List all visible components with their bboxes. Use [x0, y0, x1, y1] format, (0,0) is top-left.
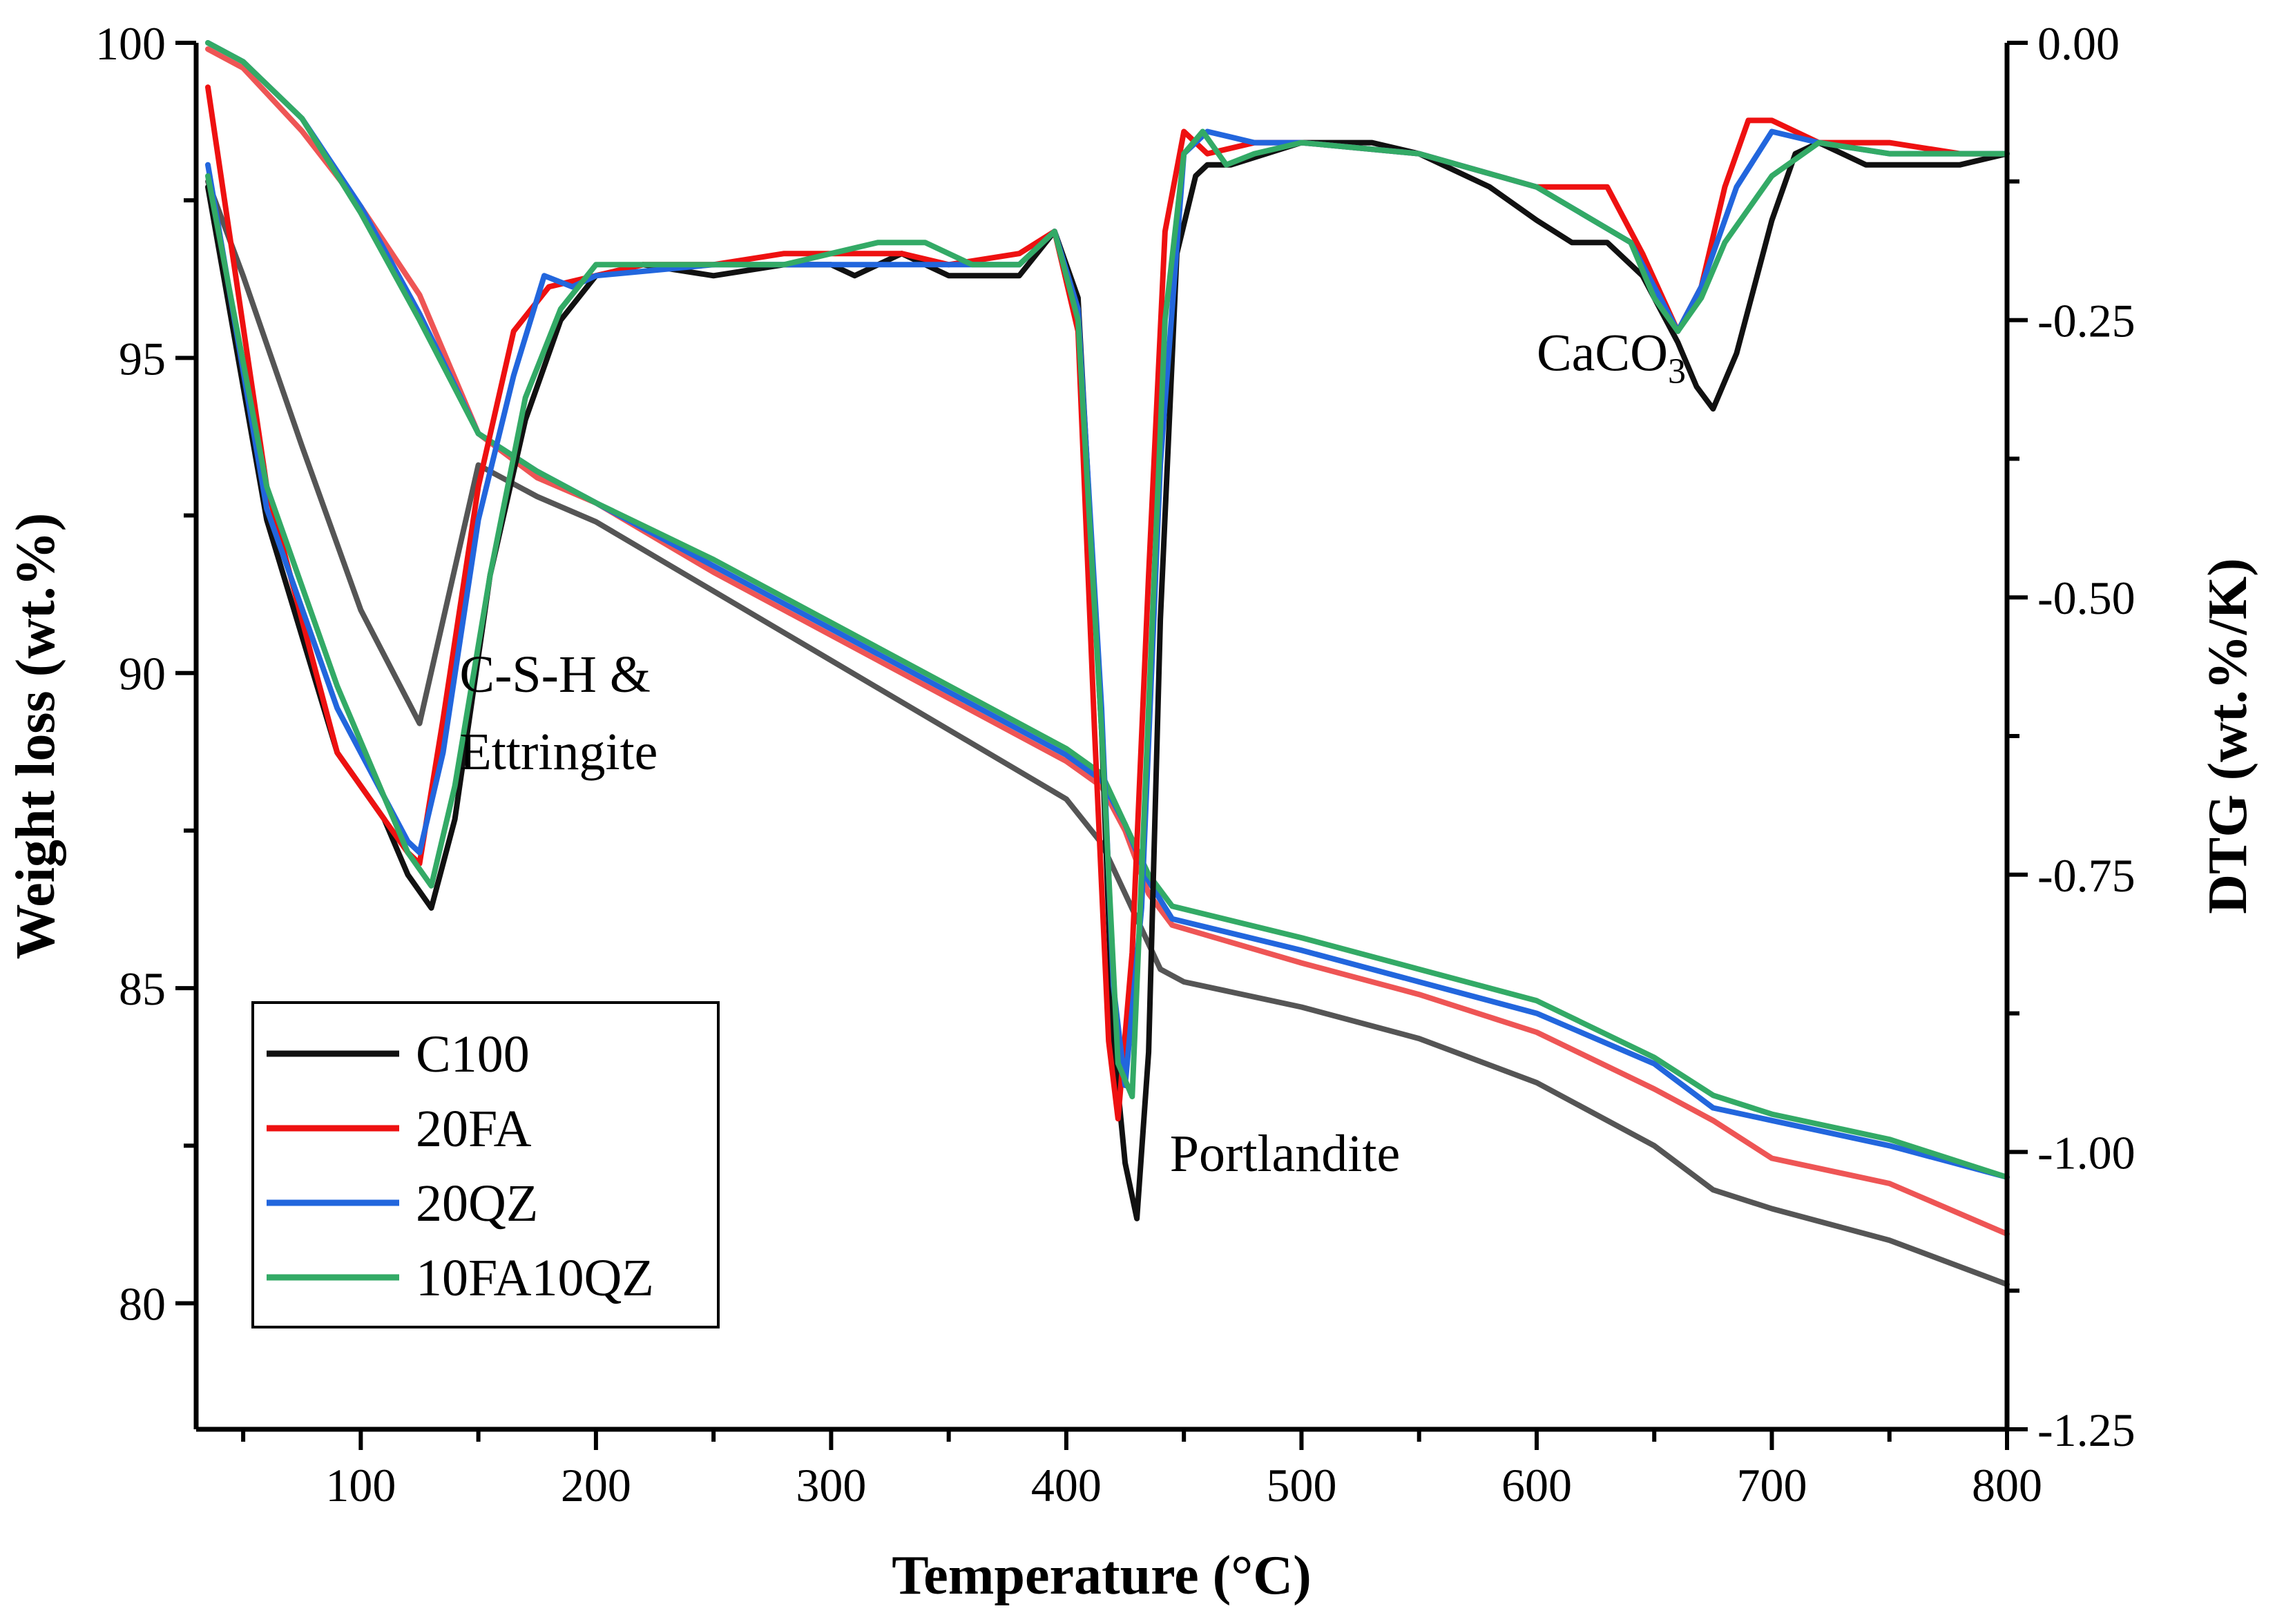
- legend: C100 20FA 20QZ 10FA10QZ: [251, 1001, 720, 1328]
- legend-label-10fa10qz: 10FA10QZ: [416, 1249, 654, 1307]
- x-tick-label-100: 100: [325, 1459, 396, 1511]
- y2-tick-label-0-75: -0.75: [2037, 849, 2135, 902]
- dtg-series-group: [205, 84, 2010, 1221]
- legend-label-20fa: 20FA: [416, 1100, 532, 1158]
- x-tick-label-300: 300: [796, 1459, 866, 1511]
- series-line-tg-20fa: [205, 46, 2010, 1237]
- series-line-dtg-10fa10qz: [205, 128, 2010, 1100]
- legend-label-c100: C100: [416, 1025, 530, 1083]
- y2-axis-title: DTG (wt.%/K): [2198, 558, 2258, 914]
- series-line-tg-20qz: [205, 40, 2010, 1180]
- annotation-csh-line-0: C-S-H &: [459, 646, 651, 704]
- y2-tick-label-0-00: 0.00: [2037, 17, 2120, 70]
- annotation-caco3-subscript: 3: [1668, 352, 1686, 392]
- y2-tick-label-0-50: -0.50: [2037, 572, 2135, 624]
- y-tick-label-80: 80: [119, 1277, 166, 1330]
- y-tick-label-85: 85: [119, 963, 166, 1015]
- annotation-csh: C-S-H & Ettringite: [459, 646, 657, 781]
- annotation-caco3: CaCO3: [1537, 325, 1686, 392]
- x-tick-label-700: 700: [1736, 1459, 1807, 1511]
- y2-tick-label-1-00: -1.00: [2037, 1126, 2135, 1179]
- tg-series-group: [205, 40, 2010, 1288]
- annotation-csh-line-1: Ettringite: [459, 723, 657, 781]
- x-axis-title: Temperature (°C): [892, 1545, 1311, 1606]
- y-tick-label-90: 90: [119, 648, 166, 700]
- ticks-group: 100 200 300 400 500 600 700 800 80 85 90 95 100 -1.25…: [95, 17, 2135, 1511]
- annotation-caco3-text: CaCO: [1537, 325, 1668, 383]
- y2-tick-label-1-25: -1.25: [2037, 1404, 2135, 1456]
- y-tick-label-100: 100: [95, 17, 166, 70]
- annotations-group: C-S-H & Ettringite Portlandite CaCO3: [459, 325, 1686, 1183]
- x-tick-label-600: 600: [1501, 1459, 1572, 1511]
- y-tick-label-95: 95: [119, 332, 166, 385]
- x-tick-label-400: 400: [1031, 1459, 1102, 1511]
- x-tick-label-800: 800: [1972, 1459, 2042, 1511]
- y2-tick-label-0-25: -0.25: [2037, 295, 2135, 347]
- x-tick-label-500: 500: [1266, 1459, 1336, 1511]
- series-line-dtg-c100: [205, 139, 2010, 1221]
- y-axis-title: Weight loss (wt.%): [6, 513, 66, 960]
- x-tick-label-200: 200: [561, 1459, 631, 1511]
- annotation-portlandite-line-0: Portlandite: [1170, 1125, 1401, 1183]
- legend-label-20qz: 20QZ: [416, 1174, 538, 1232]
- annotation-portlandite: Portlandite: [1170, 1125, 1401, 1183]
- series-line-tg-10fa10qz: [205, 40, 2010, 1180]
